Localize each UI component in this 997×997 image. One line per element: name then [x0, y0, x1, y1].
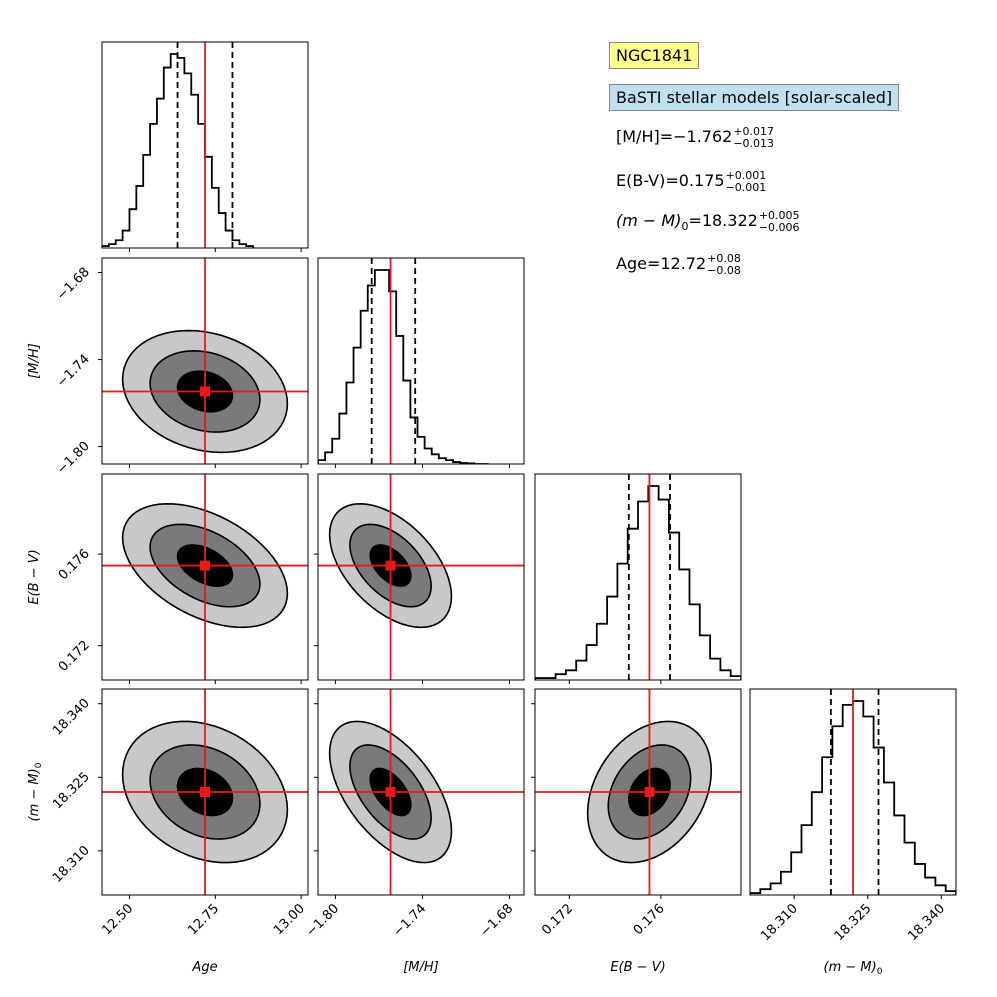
- x-tick-label: 18.340: [905, 901, 948, 944]
- result-minus: −0.013: [733, 136, 775, 150]
- x-tick-label: 12.50: [99, 901, 136, 938]
- panel-frame: [101, 41, 309, 249]
- result-minus: −0.006: [758, 220, 800, 234]
- result-name: Age: [616, 254, 647, 274]
- result-plus: +0.005: [758, 209, 800, 222]
- result-name: E(B-V): [616, 171, 666, 191]
- y-axis-label-sub: 0: [34, 762, 44, 768]
- result-metallicity: [M/H]=−1.762 +0.017 −0.013: [616, 125, 775, 150]
- x-tick-label: 13.00: [271, 901, 308, 938]
- truth-marker: [385, 787, 396, 797]
- contour-panel-ebv-mh: [318, 474, 524, 680]
- panel-frame: [317, 688, 525, 896]
- contour-panel-dm-ebv: [535, 689, 741, 895]
- truth-marker: [200, 386, 210, 397]
- x-axis-label-mh: [M/H]: [403, 960, 439, 975]
- hist-panel-mh: [318, 258, 489, 464]
- hist-panel-age: [102, 42, 254, 248]
- result-plus: +0.017: [733, 125, 775, 138]
- panel-frame: [101, 473, 309, 681]
- x-tick-label: 12.75: [185, 901, 222, 938]
- result-plus: +0.08: [707, 252, 741, 265]
- result-minus: −0.08: [707, 263, 741, 277]
- panel-frame: [749, 688, 957, 896]
- y-axis-label-mh: [M/H]: [27, 343, 42, 379]
- panel-frame: [101, 257, 309, 465]
- x-tick-label: −1.80: [303, 901, 342, 940]
- x-tick-label: −1.68: [478, 901, 517, 940]
- result-plus: +0.001: [725, 169, 767, 182]
- panel-frame: [317, 473, 525, 681]
- y-tick-label: 18.325: [50, 770, 93, 813]
- result-value: 18.322: [701, 211, 758, 231]
- truth-marker: [200, 560, 210, 571]
- x-tick-label: 0.176: [631, 901, 668, 938]
- object-name-badge: NGC1841: [609, 42, 700, 69]
- result-name: [M/H]: [616, 127, 660, 147]
- y-tick-label: −1.80: [54, 439, 93, 478]
- truth-marker: [644, 787, 655, 797]
- y-tick-label: 18.340: [50, 696, 93, 739]
- contour-panel-dm-mh: [318, 689, 524, 895]
- y-tick-label: 18.310: [50, 843, 93, 886]
- y-tick-label: −1.68: [54, 265, 93, 304]
- hist-panel-ebv: [535, 474, 741, 680]
- histogram-mh: [318, 269, 489, 464]
- y-tick-label: 0.172: [56, 638, 93, 675]
- x-tick-label: −1.74: [390, 901, 429, 940]
- panel-frame: [101, 688, 309, 896]
- result-name-sub: 0: [681, 220, 689, 234]
- x-tick-label: 18.310: [758, 901, 801, 944]
- panel-frame: [317, 257, 525, 465]
- result-value: 12.72: [660, 254, 707, 274]
- result-reddening: E(B-V)=0.175 +0.001 −0.001: [616, 169, 767, 194]
- result-minus: −0.001: [725, 180, 767, 194]
- x-axis-label-age: Age: [191, 960, 217, 975]
- contour-panel-mh-age: [102, 258, 308, 464]
- hist-panel-dm: [750, 689, 956, 895]
- contour-panel-ebv-age: [102, 474, 308, 680]
- panel-frame: [534, 473, 742, 681]
- truth-marker: [385, 560, 396, 571]
- y-tick-label: 0.176: [56, 546, 93, 583]
- y-axis-label-dm: (m − M)0: [27, 762, 44, 821]
- result-distance-modulus: (m − M)0=18.322 +0.005 −0.006: [616, 209, 800, 234]
- x-tick-label: 0.172: [539, 901, 576, 938]
- y-tick-label: −1.74: [54, 352, 93, 391]
- result-value: 0.175: [678, 171, 725, 191]
- x-axis-label-sub: 0: [877, 967, 883, 977]
- y-axis-label-ebv: E(B − V): [27, 549, 42, 604]
- contour-panel-dm-age: [102, 689, 308, 895]
- x-axis-label-dm: (m − M)0: [824, 960, 883, 977]
- panel-frame: [534, 688, 742, 896]
- result-age: Age=12.72 +0.08 −0.08: [616, 252, 741, 277]
- truth-marker: [200, 787, 210, 797]
- x-axis-label-ebv: E(B − V): [610, 960, 665, 975]
- x-tick-label: 18.325: [832, 901, 875, 944]
- histogram-ebv: [535, 485, 741, 680]
- models-label-badge: BaSTI stellar models [solar-scaled]: [609, 84, 900, 111]
- result-name: (m − M): [616, 211, 682, 231]
- result-value: −1.762: [673, 127, 733, 147]
